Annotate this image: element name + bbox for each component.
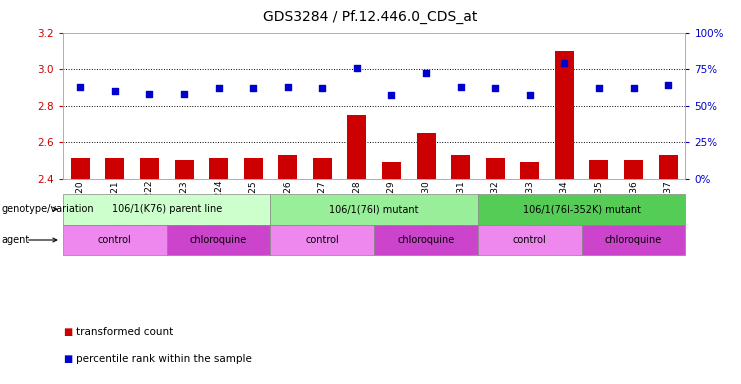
- Text: ■: ■: [63, 354, 72, 364]
- Text: control: control: [513, 235, 547, 245]
- Point: [282, 84, 293, 90]
- Bar: [382, 162, 401, 179]
- Text: 106/1(76I-352K) mutant: 106/1(76I-352K) mutant: [522, 204, 641, 214]
- Text: agent: agent: [1, 235, 30, 245]
- Point: [420, 70, 432, 76]
- Bar: [451, 155, 470, 179]
- Text: genotype/variation: genotype/variation: [1, 204, 94, 214]
- Point: [109, 88, 121, 94]
- Bar: [520, 162, 539, 179]
- Bar: [624, 161, 643, 179]
- Bar: [416, 133, 436, 179]
- Point: [628, 85, 639, 91]
- Point: [455, 84, 467, 90]
- Bar: [174, 161, 193, 179]
- Text: chloroquine: chloroquine: [605, 235, 662, 245]
- Point: [489, 85, 501, 91]
- Bar: [659, 155, 677, 179]
- Point: [593, 85, 605, 91]
- Text: control: control: [305, 235, 339, 245]
- Text: 106/1(K76) parent line: 106/1(K76) parent line: [112, 204, 222, 214]
- Bar: [590, 161, 608, 179]
- Bar: [209, 159, 228, 179]
- Bar: [279, 155, 297, 179]
- Bar: [313, 159, 332, 179]
- Point: [524, 92, 536, 98]
- Text: GDS3284 / Pf.12.446.0_CDS_at: GDS3284 / Pf.12.446.0_CDS_at: [263, 10, 478, 24]
- Text: 106/1(76I) mutant: 106/1(76I) mutant: [330, 204, 419, 214]
- Bar: [140, 159, 159, 179]
- Point: [213, 85, 225, 91]
- Bar: [105, 159, 124, 179]
- Point: [247, 85, 259, 91]
- Point: [559, 60, 571, 66]
- Point: [662, 82, 674, 88]
- Bar: [486, 159, 505, 179]
- Text: chloroquine: chloroquine: [190, 235, 247, 245]
- Point: [178, 91, 190, 97]
- Bar: [348, 115, 366, 179]
- Point: [385, 92, 397, 98]
- Point: [351, 65, 363, 71]
- Point: [74, 84, 86, 90]
- Point: [144, 91, 156, 97]
- Point: [316, 85, 328, 91]
- Text: chloroquine: chloroquine: [397, 235, 455, 245]
- Bar: [71, 159, 90, 179]
- Text: transformed count: transformed count: [76, 327, 173, 337]
- Text: percentile rank within the sample: percentile rank within the sample: [76, 354, 252, 364]
- Text: control: control: [98, 235, 132, 245]
- Bar: [244, 159, 262, 179]
- Text: ■: ■: [63, 327, 72, 337]
- Bar: [555, 51, 574, 179]
